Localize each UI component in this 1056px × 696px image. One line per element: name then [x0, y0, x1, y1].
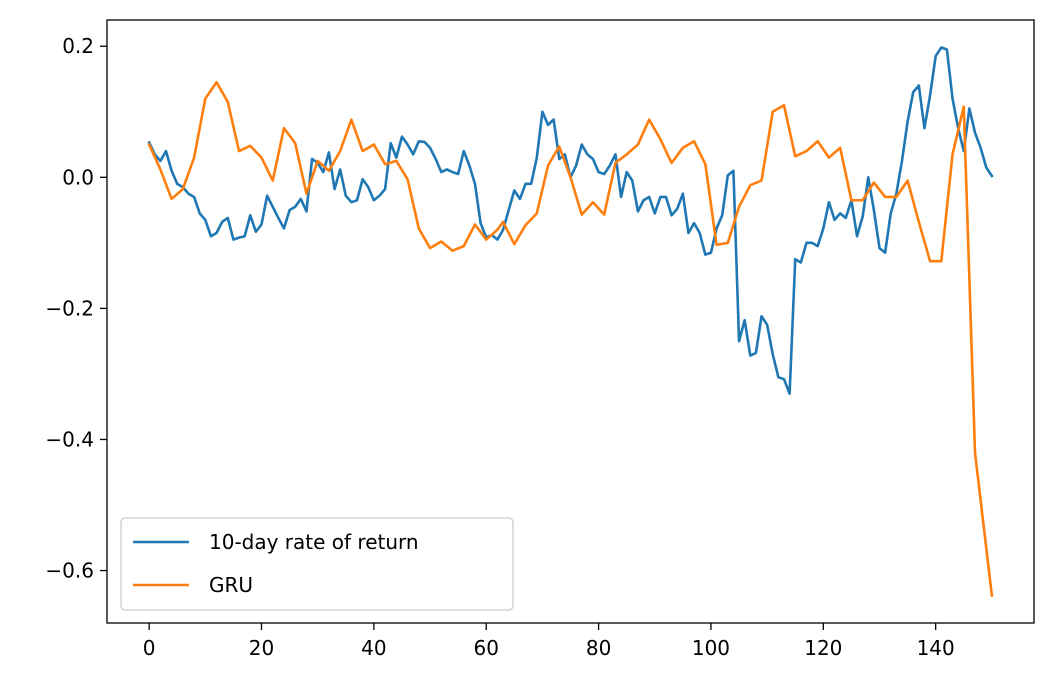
x-tick-label: 40	[361, 636, 386, 660]
y-tick-label: −0.4	[45, 427, 94, 451]
series-line-0	[147, 46, 994, 395]
plot-lines	[147, 46, 994, 597]
x-tick-label: 20	[249, 636, 274, 660]
y-axis: 0.2 0.0 −0.2 −0.4 −0.6	[45, 34, 107, 583]
x-tick-label: 0	[143, 636, 156, 660]
x-tick-label: 100	[692, 636, 730, 660]
series-line-1	[147, 80, 994, 597]
legend-box	[120, 517, 514, 611]
x-axis: 0 20 40 60 80 100 120 140	[143, 623, 955, 660]
legend-label: GRU	[209, 573, 253, 597]
x-tick-label: 80	[586, 636, 611, 660]
legend: 10-day rate of return GRU	[120, 517, 514, 611]
y-tick-label: 0.0	[62, 165, 94, 189]
plot-frame	[106, 19, 1035, 624]
x-tick-label: 120	[804, 636, 842, 660]
legend-label: 10-day rate of return	[209, 530, 419, 554]
y-tick-label: −0.2	[45, 296, 94, 320]
x-tick-label: 60	[474, 636, 499, 660]
y-tick-label: −0.6	[45, 559, 94, 583]
x-tick-label: 140	[917, 636, 955, 660]
y-tick-label: 0.2	[62, 34, 94, 58]
